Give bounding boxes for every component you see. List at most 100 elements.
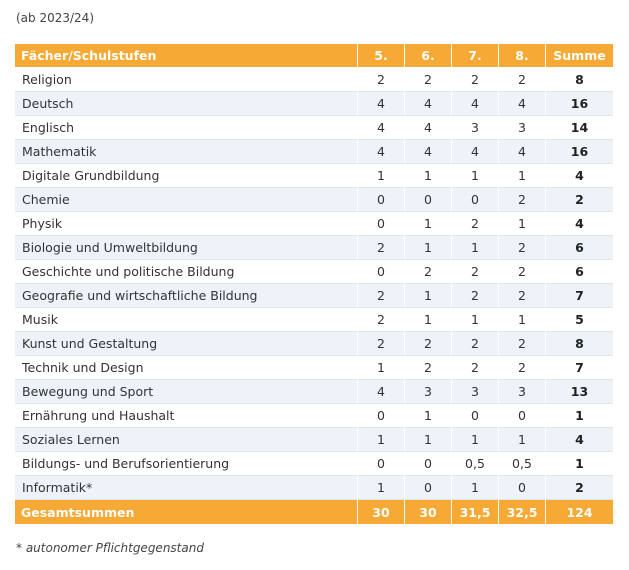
cell-grade-7: 2 bbox=[452, 260, 499, 284]
cell-grade-7: 4 bbox=[452, 140, 499, 164]
cell-grade-6: 1 bbox=[405, 284, 452, 308]
cell-sum: 4 bbox=[546, 164, 613, 188]
cell-sum: 16 bbox=[546, 140, 613, 164]
cell-subject: Ernährung und Haushalt bbox=[15, 404, 358, 428]
table-row: Bewegung und Sport 4 3 3 3 13 bbox=[15, 380, 613, 404]
cell-grade-5: 4 bbox=[358, 116, 405, 140]
cell-grade-5: 0 bbox=[358, 212, 405, 236]
cell-grade-6: 1 bbox=[405, 308, 452, 332]
header-subjects: Fächer/Schulstufen bbox=[15, 44, 358, 68]
cell-subject: Mathematik bbox=[15, 140, 358, 164]
cell-grade-6: 4 bbox=[405, 116, 452, 140]
table-row: Geografie und wirtschaftliche Bildung 2 1 2… bbox=[15, 284, 613, 308]
cell-grade-8: 2 bbox=[499, 332, 546, 356]
cell-grade-6: 0 bbox=[405, 188, 452, 212]
cell-grade-5: 4 bbox=[358, 92, 405, 116]
cell-grade-7: 3 bbox=[452, 380, 499, 404]
table-row: Ernährung und Haushalt 0 1 0 0 1 bbox=[15, 404, 613, 428]
cell-grade-8: 2 bbox=[499, 356, 546, 380]
table-row: Englisch 4 4 3 3 14 bbox=[15, 116, 613, 140]
cell-grade-7: 1 bbox=[452, 236, 499, 260]
table-row: Chemie 0 0 0 2 2 bbox=[15, 188, 613, 212]
table-caption: (ab 2023/24) bbox=[16, 11, 94, 25]
cell-grade-5: 0 bbox=[358, 260, 405, 284]
cell-grade-8: 3 bbox=[499, 380, 546, 404]
cell-grade-8: 2 bbox=[499, 284, 546, 308]
cell-grade-6: 1 bbox=[405, 212, 452, 236]
table-row: Informatik* 1 0 1 0 2 bbox=[15, 476, 613, 500]
cell-sum: 8 bbox=[546, 332, 613, 356]
cell-grade-6: 0 bbox=[405, 452, 452, 476]
cell-sum: 16 bbox=[546, 92, 613, 116]
cell-sum: 2 bbox=[546, 188, 613, 212]
curriculum-table: Fächer/Schulstufen 5. 6. 7. 8. Summe Rel… bbox=[15, 44, 613, 524]
cell-sum: 4 bbox=[546, 428, 613, 452]
cell-grade-8: 1 bbox=[499, 212, 546, 236]
cell-sum: 6 bbox=[546, 236, 613, 260]
cell-subject: Bildungs- und Berufsorientierung bbox=[15, 452, 358, 476]
totals-grade-8: 32,5 bbox=[499, 500, 546, 524]
cell-grade-8: 1 bbox=[499, 428, 546, 452]
cell-subject: Geografie und wirtschaftliche Bildung bbox=[15, 284, 358, 308]
header-grade-8: 8. bbox=[499, 44, 546, 68]
cell-grade-5: 0 bbox=[358, 452, 405, 476]
table-row: Mathematik 4 4 4 4 16 bbox=[15, 140, 613, 164]
table-row: Bildungs- und Berufsorientierung 0 0 0,5 0,5… bbox=[15, 452, 613, 476]
cell-subject: Soziales Lernen bbox=[15, 428, 358, 452]
cell-grade-7: 2 bbox=[452, 212, 499, 236]
cell-subject: Digitale Grundbildung bbox=[15, 164, 358, 188]
totals-grade-7: 31,5 bbox=[452, 500, 499, 524]
cell-grade-8: 1 bbox=[499, 308, 546, 332]
cell-grade-8: 0 bbox=[499, 404, 546, 428]
cell-grade-5: 1 bbox=[358, 356, 405, 380]
cell-grade-5: 4 bbox=[358, 140, 405, 164]
cell-sum: 1 bbox=[546, 452, 613, 476]
cell-grade-8: 2 bbox=[499, 260, 546, 284]
cell-subject: Deutsch bbox=[15, 92, 358, 116]
cell-grade-5: 4 bbox=[358, 380, 405, 404]
cell-grade-6: 1 bbox=[405, 428, 452, 452]
cell-grade-7: 2 bbox=[452, 356, 499, 380]
cell-grade-6: 4 bbox=[405, 140, 452, 164]
cell-grade-6: 2 bbox=[405, 356, 452, 380]
cell-grade-5: 2 bbox=[358, 68, 405, 92]
table-row: Musik 2 1 1 1 5 bbox=[15, 308, 613, 332]
cell-grade-6: 1 bbox=[405, 404, 452, 428]
cell-subject: Religion bbox=[15, 68, 358, 92]
cell-grade-6: 2 bbox=[405, 68, 452, 92]
cell-grade-8: 4 bbox=[499, 92, 546, 116]
totals-sum: 124 bbox=[546, 500, 613, 524]
table-row: Religion 2 2 2 2 8 bbox=[15, 68, 613, 92]
cell-grade-5: 2 bbox=[358, 332, 405, 356]
table-row: Biologie und Umweltbildung 2 1 1 2 6 bbox=[15, 236, 613, 260]
cell-grade-8: 2 bbox=[499, 188, 546, 212]
cell-grade-5: 1 bbox=[358, 428, 405, 452]
cell-subject: Kunst und Gestaltung bbox=[15, 332, 358, 356]
cell-grade-5: 2 bbox=[358, 308, 405, 332]
cell-sum: 5 bbox=[546, 308, 613, 332]
header-grade-7: 7. bbox=[452, 44, 499, 68]
cell-grade-6: 2 bbox=[405, 260, 452, 284]
cell-grade-5: 0 bbox=[358, 188, 405, 212]
cell-grade-7: 1 bbox=[452, 428, 499, 452]
cell-subject: Informatik* bbox=[15, 476, 358, 500]
header-grade-5: 5. bbox=[358, 44, 405, 68]
cell-grade-7: 1 bbox=[452, 308, 499, 332]
cell-subject: Physik bbox=[15, 212, 358, 236]
cell-subject: Musik bbox=[15, 308, 358, 332]
totals-row: Gesamtsummen 30 30 31,5 32,5 124 bbox=[15, 500, 613, 524]
cell-subject: Biologie und Umweltbildung bbox=[15, 236, 358, 260]
totals-label: Gesamtsummen bbox=[15, 500, 358, 524]
cell-grade-5: 1 bbox=[358, 476, 405, 500]
cell-subject: Technik und Design bbox=[15, 356, 358, 380]
cell-grade-7: 1 bbox=[452, 164, 499, 188]
table-row: Deutsch 4 4 4 4 16 bbox=[15, 92, 613, 116]
cell-grade-6: 2 bbox=[405, 332, 452, 356]
cell-grade-7: 1 bbox=[452, 476, 499, 500]
cell-grade-5: 0 bbox=[358, 404, 405, 428]
cell-grade-5: 2 bbox=[358, 236, 405, 260]
totals-grade-6: 30 bbox=[405, 500, 452, 524]
cell-grade-5: 1 bbox=[358, 164, 405, 188]
cell-sum: 7 bbox=[546, 356, 613, 380]
cell-sum: 13 bbox=[546, 380, 613, 404]
